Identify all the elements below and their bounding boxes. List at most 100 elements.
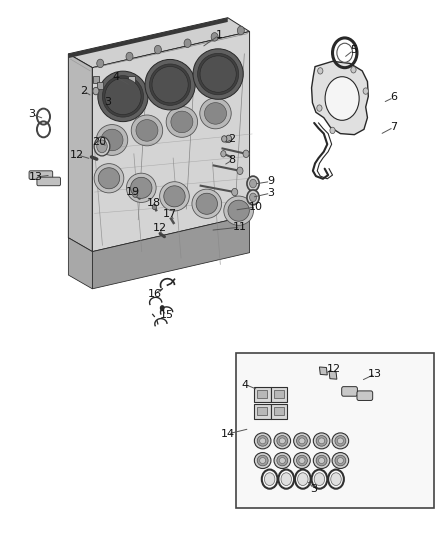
Polygon shape [92,215,250,289]
Bar [274,407,284,415]
Polygon shape [319,367,327,375]
Ellipse shape [196,193,217,214]
Polygon shape [329,371,337,379]
Ellipse shape [325,77,359,120]
Circle shape [211,33,218,41]
Circle shape [297,473,308,486]
FancyBboxPatch shape [29,171,53,179]
Ellipse shape [316,455,327,466]
Text: 11: 11 [233,222,247,232]
Ellipse shape [224,196,254,225]
Circle shape [314,473,325,486]
Polygon shape [92,31,250,252]
Ellipse shape [131,177,152,198]
Ellipse shape [257,435,268,446]
Ellipse shape [279,438,286,444]
Ellipse shape [164,186,185,207]
Ellipse shape [260,458,266,464]
Circle shape [237,26,244,35]
Text: 13: 13 [368,369,382,379]
Circle shape [250,193,257,201]
Ellipse shape [279,458,286,464]
Ellipse shape [318,458,325,464]
Ellipse shape [277,455,288,466]
Circle shape [184,39,191,47]
Ellipse shape [297,455,307,466]
Text: 19: 19 [126,187,140,197]
Bar [271,404,287,419]
Text: 15: 15 [159,310,173,320]
Text: 4: 4 [242,379,249,390]
Ellipse shape [159,182,189,211]
Text: 18: 18 [146,198,161,208]
Ellipse shape [293,453,310,469]
Text: 2: 2 [229,134,236,144]
Circle shape [226,135,232,143]
Circle shape [222,136,227,142]
Ellipse shape [257,455,268,466]
Ellipse shape [200,98,231,129]
FancyBboxPatch shape [357,391,373,400]
Circle shape [133,191,138,197]
Text: 3: 3 [267,188,274,198]
Bar [258,390,267,398]
Ellipse shape [200,56,236,92]
Ellipse shape [98,168,120,189]
Ellipse shape [254,433,271,449]
Polygon shape [311,61,368,135]
Ellipse shape [101,129,123,151]
Text: 13: 13 [28,172,42,182]
Text: 12: 12 [153,223,167,233]
Circle shape [363,88,368,94]
Ellipse shape [102,76,144,117]
Ellipse shape [318,438,325,444]
Ellipse shape [335,455,346,466]
Circle shape [247,190,259,205]
Text: 3: 3 [28,109,35,119]
Circle shape [317,105,322,111]
Ellipse shape [332,433,349,449]
FancyBboxPatch shape [342,386,357,396]
Text: 20: 20 [92,137,106,147]
Circle shape [160,306,164,310]
Ellipse shape [297,435,307,446]
Circle shape [330,127,335,134]
Text: 12: 12 [326,364,340,374]
Circle shape [93,87,99,95]
Ellipse shape [293,433,310,449]
Bar [254,387,271,402]
Ellipse shape [96,125,128,156]
Bar [258,407,267,415]
Text: 1: 1 [215,30,223,41]
Ellipse shape [299,438,305,444]
Text: 7: 7 [390,122,397,132]
Ellipse shape [105,78,141,115]
Circle shape [97,140,107,153]
Ellipse shape [332,453,349,469]
Circle shape [232,188,238,196]
Polygon shape [68,54,92,252]
FancyBboxPatch shape [37,177,60,185]
Ellipse shape [192,189,222,219]
Circle shape [281,473,291,486]
Ellipse shape [149,64,191,106]
Circle shape [351,67,356,73]
Ellipse shape [166,107,198,138]
Ellipse shape [299,458,305,464]
Ellipse shape [193,49,243,99]
Text: 3: 3 [104,96,111,107]
Bar [274,390,284,398]
Ellipse shape [274,453,290,469]
Ellipse shape [171,111,193,133]
Circle shape [237,167,243,174]
Text: 10: 10 [249,202,263,212]
Circle shape [97,59,104,68]
Text: 9: 9 [267,176,274,187]
Circle shape [243,150,249,158]
Ellipse shape [198,53,239,95]
Circle shape [265,473,275,486]
Bar [128,76,135,84]
Text: 5: 5 [350,45,357,55]
Ellipse shape [260,438,266,444]
Text: 14: 14 [221,429,235,439]
